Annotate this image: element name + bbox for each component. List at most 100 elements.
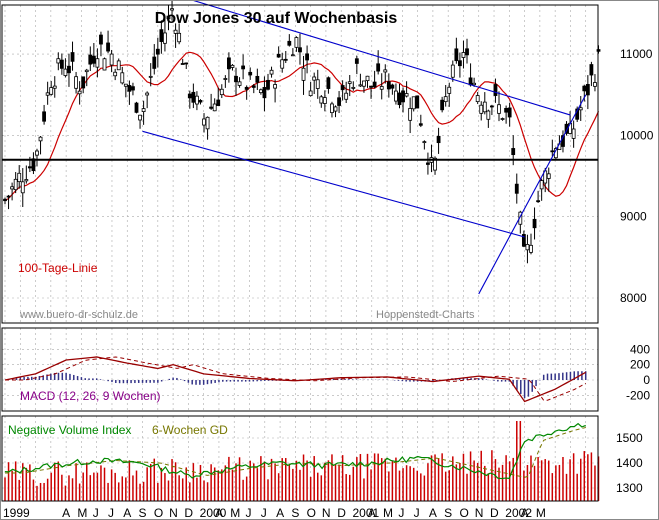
candle-body bbox=[109, 53, 114, 66]
candle-body bbox=[358, 84, 363, 87]
x-tick-label: S bbox=[291, 506, 299, 520]
trend-line bbox=[142, 130, 525, 238]
candle-body bbox=[411, 96, 416, 110]
candle-body bbox=[443, 96, 448, 103]
candle-body bbox=[401, 90, 405, 103]
candle-body bbox=[42, 111, 46, 122]
candle-body bbox=[546, 173, 551, 179]
candle-body bbox=[461, 52, 466, 58]
x-tick-label: O bbox=[154, 506, 163, 520]
candle-body bbox=[234, 75, 238, 83]
pane-frame bbox=[1, 327, 599, 412]
candle-body bbox=[330, 103, 334, 114]
candle-body bbox=[447, 86, 452, 94]
x-tick-label: J bbox=[414, 506, 420, 520]
candle-body bbox=[38, 136, 43, 142]
candle-body bbox=[237, 81, 242, 86]
x-tick-label: 1999 bbox=[3, 506, 30, 520]
trend-line bbox=[190, 0, 571, 116]
candle-body bbox=[369, 85, 373, 88]
x-tick-label: 2000 bbox=[200, 506, 227, 520]
candle-body bbox=[187, 93, 192, 99]
candle-body bbox=[322, 97, 327, 104]
y-tick-label: 400 bbox=[630, 342, 650, 356]
x-tick-label: A bbox=[368, 506, 376, 520]
trend-line bbox=[478, 94, 587, 295]
x-tick-label: N bbox=[322, 506, 331, 520]
candle-body bbox=[212, 103, 217, 112]
candle-body bbox=[514, 183, 519, 194]
candle-body bbox=[489, 105, 494, 108]
x-tick-label: J bbox=[246, 506, 252, 520]
candle-body bbox=[390, 84, 395, 89]
candle-body bbox=[315, 79, 320, 89]
candle-body bbox=[241, 65, 246, 70]
candle-body bbox=[379, 86, 384, 90]
candle-body bbox=[298, 47, 302, 53]
trendline-layer bbox=[2, 0, 598, 295]
y-tick-label: -200 bbox=[626, 388, 650, 402]
x-tick-label: J bbox=[93, 506, 99, 520]
candle-body bbox=[251, 85, 256, 88]
candle-body bbox=[27, 166, 32, 169]
candle-body bbox=[404, 93, 409, 97]
candle-body bbox=[31, 158, 36, 172]
candle-body bbox=[418, 123, 423, 126]
x-tick-label: D bbox=[184, 506, 193, 520]
y-tick-label: 1300 bbox=[616, 481, 643, 495]
candle-body bbox=[536, 200, 540, 203]
macd-label: MACD (12, 26, 9 Wochen) bbox=[20, 389, 161, 403]
candle-body bbox=[326, 77, 331, 89]
candle-body bbox=[340, 85, 345, 91]
candle-body bbox=[539, 180, 544, 190]
y-tick-label: 200 bbox=[630, 358, 650, 372]
candle-body bbox=[504, 107, 509, 113]
x-tick-label: M bbox=[536, 506, 546, 520]
candle-body bbox=[77, 90, 82, 95]
candle-body bbox=[13, 178, 18, 191]
x-tick-label: O bbox=[307, 506, 316, 520]
candle-body bbox=[202, 118, 206, 126]
candle-body bbox=[582, 85, 587, 92]
x-tick-label: S bbox=[444, 506, 452, 520]
candle-body bbox=[148, 75, 153, 78]
candle-body bbox=[49, 87, 54, 95]
candle-body bbox=[17, 172, 22, 183]
candle-body bbox=[333, 106, 338, 112]
candle-body bbox=[507, 107, 512, 118]
candle-body bbox=[230, 64, 235, 68]
candle-body bbox=[155, 48, 160, 55]
candle-body bbox=[131, 86, 135, 91]
candle-body bbox=[223, 78, 228, 80]
candle-body bbox=[99, 34, 103, 45]
sma-label: 100-Tage-Linie bbox=[18, 261, 98, 275]
y-tick-label: 1400 bbox=[616, 456, 643, 470]
x-tick-label: A bbox=[123, 506, 131, 520]
chart-title: Dow Jones 30 auf Wochenbasis bbox=[155, 10, 398, 27]
candle-body bbox=[123, 83, 128, 87]
candle-body bbox=[287, 40, 292, 46]
candle-body bbox=[173, 29, 178, 34]
candle-body bbox=[180, 63, 185, 65]
x-tick-label: O bbox=[459, 506, 468, 520]
x-tick-label: A bbox=[215, 506, 223, 520]
candle-body bbox=[436, 135, 441, 144]
candle-body bbox=[376, 63, 381, 72]
y-tick-labels: 800090001000011000120004002000-200150014… bbox=[616, 47, 654, 495]
candle-body bbox=[433, 157, 437, 171]
candle-body bbox=[422, 141, 427, 144]
x-tick-label: M bbox=[77, 506, 87, 520]
candle-body bbox=[593, 82, 597, 87]
candle-body bbox=[35, 150, 39, 156]
candle-body bbox=[269, 69, 274, 75]
candle-body bbox=[113, 71, 118, 77]
candle-body bbox=[585, 84, 590, 96]
macd-signal-line bbox=[5, 356, 586, 401]
candle-body bbox=[500, 118, 505, 120]
candle-body bbox=[497, 104, 501, 114]
y-tick-label: 10000 bbox=[620, 128, 654, 142]
candle-body bbox=[386, 81, 391, 90]
x-tick-label: A bbox=[276, 506, 284, 520]
